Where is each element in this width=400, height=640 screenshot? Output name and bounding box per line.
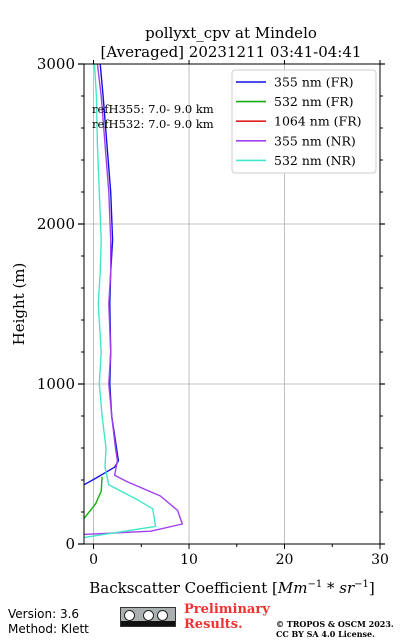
legend-box [231, 69, 377, 174]
annotation-refh532: refH532: 7.0- 9.0 km [92, 117, 214, 131]
x-axis-label: Backscatter Coefficient [Mm−1 * sr−1] [89, 579, 374, 597]
x-tick-label-3: 30 [371, 552, 389, 568]
chart-title-line2: [Averaged] 20231211 03:41-04:41 [101, 43, 362, 61]
axis-ticks: 0 10 20 30 0 1000 2000 3000 [37, 55, 389, 568]
series-line-1 [83, 476, 103, 519]
x-axis-unit-mid: * [322, 579, 339, 597]
x-axis-unit-mm: Mm [277, 579, 308, 597]
y-tick-label-0: 0 [65, 535, 75, 553]
by-icon [143, 610, 154, 621]
legend-label-2: 1064 nm (FR) [274, 114, 362, 129]
x-axis-unit-sr: sr [339, 579, 355, 597]
y-tick-label-2: 2000 [37, 215, 75, 233]
x-tick-label-2: 20 [276, 552, 294, 568]
cc-icon [124, 610, 135, 621]
series-line-4 [83, 63, 157, 539]
backscatter-profile-chart: pollyxt_cpv at Mindelo [Averaged] 202312… [10, 24, 389, 597]
copyright-text: © TROPOS & OSCM 2023. CC BY SA 4.0 Licen… [276, 619, 394, 639]
x-axis-label-text: Backscatter Coefficient [ [89, 579, 278, 597]
preliminary-results-text: Preliminary Results. [184, 602, 270, 632]
plot-frame [83, 63, 381, 545]
footer-info: Version: 3.6 Method: Klett [8, 607, 89, 637]
annotation-refh355: refH355: 7.0- 9.0 km [92, 102, 214, 116]
preliminary-line1: Preliminary [184, 602, 270, 617]
legend-label-4: 532 nm (NR) [274, 153, 356, 168]
chart-title-line1: pollyxt_cpv at Mindelo [145, 24, 317, 42]
x-tick-label-0: 0 [89, 552, 98, 568]
series-layer [83, 63, 183, 539]
y-tick-label-1: 1000 [37, 375, 75, 393]
x-axis-unit-sup1: −1 [307, 579, 322, 590]
x-axis-label-close: ] [369, 579, 375, 597]
version-text: Version: 3.6 [8, 607, 80, 621]
legend: 355 nm (FR) 532 nm (FR) 1064 nm (FR) 355 nm… [231, 69, 377, 174]
legend-label-3: 355 nm (NR) [274, 133, 356, 148]
legend-label-1: 532 nm (FR) [274, 94, 354, 109]
copyright-line2: CC BY SA 4.0 License. [276, 629, 375, 639]
sa-icon [157, 610, 168, 621]
method-text: Method: Klett [8, 622, 89, 636]
x-axis-unit-sup2: −1 [354, 579, 369, 590]
x-tick-label-1: 10 [180, 552, 198, 568]
copyright-line1: © TROPOS & OSCM 2023. [276, 619, 394, 629]
preliminary-line2: Results. [184, 617, 243, 632]
y-axis-label: Height (m) [10, 263, 28, 346]
series-line-3 [83, 63, 183, 536]
cc-license-badge [120, 607, 176, 627]
cc-license-strip [121, 621, 175, 626]
legend-label-0: 355 nm (FR) [274, 75, 354, 90]
y-tick-label-3: 3000 [37, 55, 75, 73]
